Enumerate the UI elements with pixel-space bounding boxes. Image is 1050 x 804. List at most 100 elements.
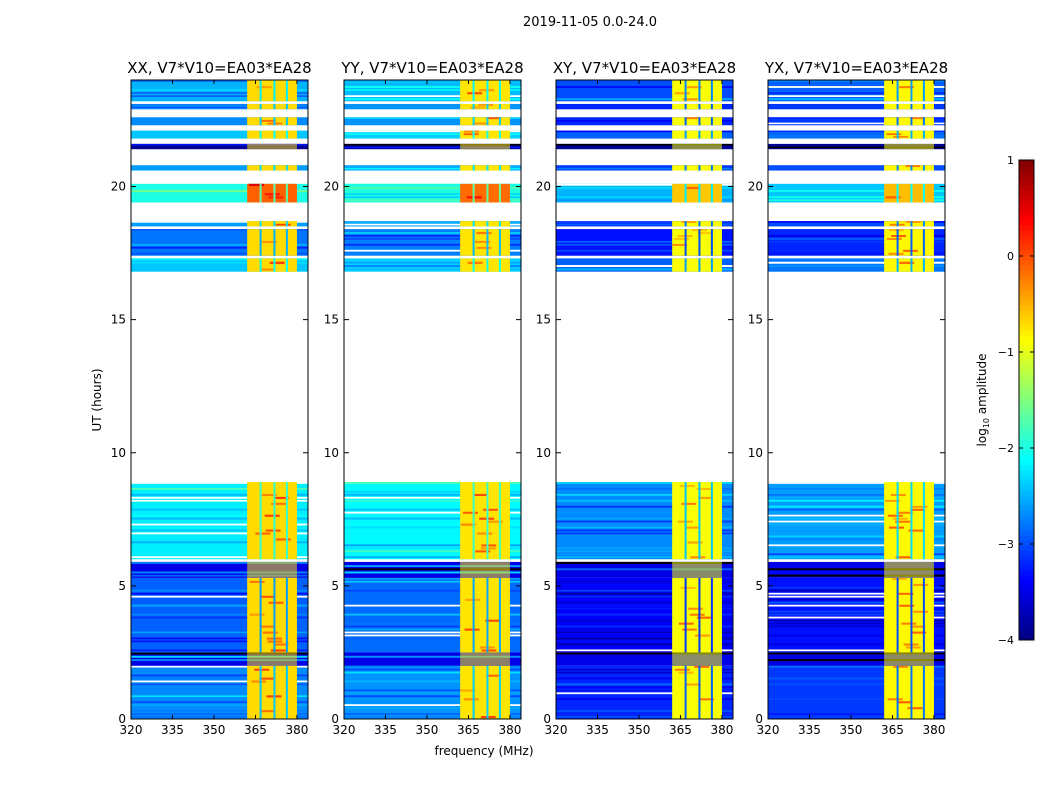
heatmap-cell-stripe	[131, 221, 308, 223]
y-tick-label: 10	[536, 446, 551, 460]
heatmap-cell-band-hot	[672, 243, 688, 246]
heatmap-cell-stripe	[131, 143, 308, 146]
colorbar-swatch	[1019, 509, 1034, 516]
heatmap-cell-band-hot	[467, 261, 483, 265]
colorbar-swatch	[1019, 504, 1034, 511]
heatmap-cell-stripe	[131, 674, 308, 677]
heatmap-cell-stripe	[768, 713, 945, 715]
heatmap-cell-gap	[486, 130, 489, 139]
heatmap-cell-base	[768, 165, 945, 171]
heatmap-cell-band-hot	[696, 487, 712, 491]
colorbar-tick-label: −4	[998, 634, 1014, 647]
heatmap-cell-stripe	[768, 508, 945, 511]
heatmap-cell-band	[460, 183, 510, 203]
heatmap-cell-gap	[273, 117, 276, 126]
x-tick-label: 350	[203, 723, 226, 737]
heatmap-cell-base	[344, 117, 521, 126]
heatmap-cell-gap	[698, 229, 701, 256]
heatmap-cell-band-hot	[699, 698, 715, 701]
heatmap-cell-stripe	[344, 223, 521, 226]
heatmap-cell-band-hot	[887, 514, 903, 517]
heatmap-cell-stripe	[344, 243, 521, 246]
heatmap-cell-stripe	[556, 595, 733, 598]
colorbar-swatch	[1019, 549, 1034, 556]
heatmap-cell-stripe	[768, 80, 945, 82]
heatmap-cell-gap	[259, 103, 262, 110]
heatmap-cell-band	[247, 561, 297, 578]
colorbar-swatch	[1019, 239, 1034, 246]
axes-frame	[343, 79, 522, 720]
colorbar-swatch	[1019, 304, 1034, 311]
heatmap-cell-stripe	[344, 482, 521, 484]
colorbar-swatch	[1019, 249, 1034, 256]
heatmap-cell-stripe	[131, 561, 308, 564]
y-tick-label: 10	[324, 446, 339, 460]
colorbar-swatch	[1019, 434, 1034, 441]
heatmap-cell-gap	[285, 130, 288, 139]
heatmap-cell-gap	[922, 482, 925, 560]
heatmap-cell-stripe	[556, 556, 733, 559]
colorbar-swatch	[1019, 624, 1034, 631]
heatmap-cell-stripe	[556, 683, 733, 686]
heatmap-cell-stripe	[131, 713, 308, 715]
heatmap-cell-band-hot	[892, 517, 908, 520]
heatmap-cell-stripe	[768, 221, 945, 223]
x-tick-label: 335	[798, 723, 821, 737]
heatmap-cell-gap	[486, 229, 489, 256]
colorbar-swatch	[1019, 419, 1034, 426]
heatmap-cell-band-hot	[684, 117, 700, 120]
heatmap-cell-stripe	[556, 265, 733, 268]
heatmap-cell-stripe	[131, 637, 308, 640]
colorbar-swatch	[1019, 309, 1034, 316]
colorbar-swatch	[1019, 429, 1034, 436]
heatmap-cell-stripe	[556, 130, 733, 133]
x-tick-label: 350	[416, 723, 439, 737]
colorbar-label-sub: 10	[982, 418, 991, 428]
heatmap-cell-stripe	[768, 482, 945, 484]
heatmap-cell-gap	[486, 103, 489, 110]
heatmap-cell-stripe	[344, 604, 521, 607]
heatmap-cell-gap	[498, 80, 501, 102]
heatmap-cell-stripe	[344, 713, 521, 715]
heatmap-cell-stripe	[131, 640, 308, 643]
heatmap-cell-band-hot	[910, 508, 926, 511]
colorbar-swatch	[1019, 409, 1034, 416]
heatmap-cell-stripe	[556, 268, 733, 271]
heatmap-cell-band-hot	[475, 550, 491, 553]
heatmap-cell-stripe	[344, 190, 521, 192]
colorbar-swatch	[1019, 514, 1034, 521]
heatmap-cell-band	[672, 80, 722, 102]
heatmap-cell-gap	[698, 117, 701, 126]
heatmap-cell-gap	[684, 183, 687, 203]
heatmap-cell-stripe	[344, 526, 521, 529]
heatmap-cell-stripe	[768, 541, 945, 544]
heatmap-cell-gap	[684, 130, 687, 139]
heatmap-cell-stripe	[768, 619, 945, 622]
heatmap-cell-gap	[285, 577, 288, 653]
colorbar-swatch	[1019, 164, 1034, 171]
heatmap-cell-stripe	[768, 496, 945, 499]
heatmap-cell-gap	[910, 229, 913, 256]
heatmap-cell-band-hot	[262, 631, 278, 634]
panel-title: XX, V7*V10=EA03*EA28	[127, 59, 311, 77]
heatmap-cell-stripe	[768, 505, 945, 508]
heatmap-cell-stripe	[556, 689, 733, 692]
heatmap-cell-gap	[922, 665, 925, 719]
heatmap-cell-stripe	[344, 146, 521, 149]
heatmap-cell-stripe	[131, 243, 308, 246]
heatmap-cell-gap	[684, 117, 687, 126]
colorbar-swatch	[1019, 519, 1034, 526]
heatmap-cell-stripe	[344, 499, 521, 502]
heatmap-cell-stripe	[131, 523, 308, 526]
heatmap-cell-gap	[896, 80, 899, 102]
heatmap-cell-stripe	[768, 592, 945, 595]
colorbar-swatch	[1019, 264, 1034, 271]
heatmap-cell-stripe	[768, 544, 945, 547]
heatmap-cell-stripe	[556, 505, 733, 508]
heatmap-cell-stripe	[768, 683, 945, 686]
colorbar-tick-label: −2	[998, 442, 1014, 455]
x-tick-label: 380	[710, 723, 733, 737]
heatmap-cell-gap	[273, 229, 276, 256]
heatmap-cell-gap	[910, 165, 913, 171]
heatmap-cell-band	[247, 80, 297, 102]
